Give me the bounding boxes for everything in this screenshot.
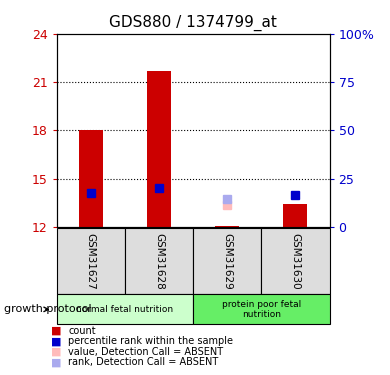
Text: percentile rank within the sample: percentile rank within the sample xyxy=(68,336,233,346)
Text: ■: ■ xyxy=(51,347,62,357)
Bar xyxy=(79,130,103,227)
Bar xyxy=(284,204,307,227)
Text: GSM31628: GSM31628 xyxy=(154,232,164,290)
Text: count: count xyxy=(68,326,96,336)
Text: GSM31630: GSM31630 xyxy=(291,232,300,290)
Text: protein poor fetal
nutrition: protein poor fetal nutrition xyxy=(222,300,301,319)
Text: normal fetal nutrition: normal fetal nutrition xyxy=(76,305,174,314)
Title: GDS880 / 1374799_at: GDS880 / 1374799_at xyxy=(109,15,277,31)
Text: ■: ■ xyxy=(51,357,62,367)
Text: rank, Detection Call = ABSENT: rank, Detection Call = ABSENT xyxy=(68,357,218,367)
Text: growth protocol: growth protocol xyxy=(4,304,92,314)
Text: ■: ■ xyxy=(51,336,62,346)
Text: ■: ■ xyxy=(51,326,62,336)
Bar xyxy=(215,226,239,227)
Text: GSM31629: GSM31629 xyxy=(222,232,232,290)
Bar xyxy=(147,71,171,227)
Text: value, Detection Call = ABSENT: value, Detection Call = ABSENT xyxy=(68,347,223,357)
Text: GSM31627: GSM31627 xyxy=(86,232,96,290)
